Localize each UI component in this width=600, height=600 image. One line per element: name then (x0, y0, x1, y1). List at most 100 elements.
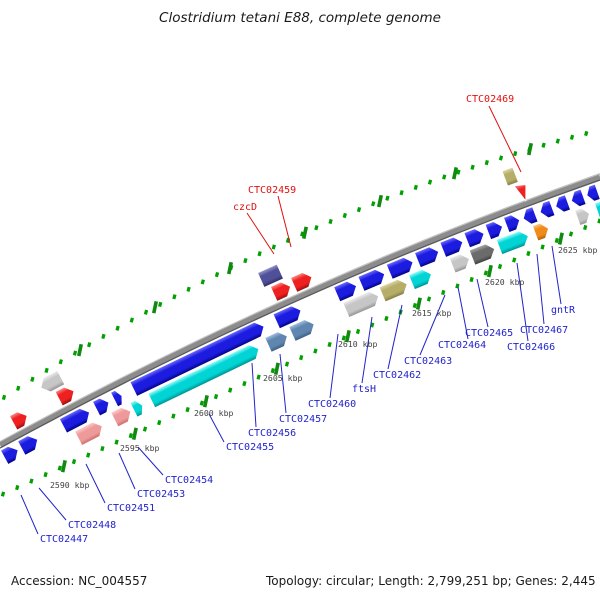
ruler-major-tick (344, 329, 351, 343)
gene-arrow[interactable] (37, 369, 66, 395)
ruler-dot (442, 174, 447, 180)
gene-CTC02454[interactable] (129, 398, 146, 418)
gene-label-CTC02456[interactable]: CTC02456 (248, 428, 296, 439)
ruler-dot (399, 190, 404, 196)
gene-arrow[interactable] (357, 267, 388, 292)
gene-label-CTC02465[interactable]: CTC02465 (465, 328, 513, 339)
gene-arrow[interactable] (520, 206, 539, 226)
gene-arrow[interactable] (413, 244, 442, 269)
gene-arrow[interactable] (439, 235, 466, 258)
ruler-dot (157, 419, 162, 426)
gene-arrow[interactable] (17, 432, 42, 456)
ruler-dot (129, 317, 134, 323)
gene-label-CTC02447[interactable]: CTC02447 (40, 534, 88, 545)
gene-label-CTC02466[interactable]: CTC02466 (507, 342, 555, 353)
gene-CTC02456[interactable] (264, 329, 291, 353)
gene-CTC02464[interactable] (468, 241, 497, 266)
leader-line (361, 316, 373, 384)
ruler-dot (242, 380, 247, 387)
gene-arrow[interactable] (272, 303, 304, 330)
gene-arrow[interactable] (333, 279, 360, 303)
gene-label-CTC02459[interactable]: CTC02459 (248, 185, 296, 196)
gene-label-CTC02462[interactable]: CTC02462 (373, 370, 421, 381)
topology-text: Topology: circular; Length: 2,799,251 bp… (266, 574, 596, 588)
gene-arrow[interactable] (8, 409, 31, 431)
gene-CTC02457[interactable] (288, 317, 318, 342)
ruler-dot (584, 130, 589, 137)
gene-label-CTC02467[interactable]: CTC02467 (520, 325, 568, 336)
gene-arrow[interactable] (584, 183, 600, 203)
gene-arrow[interactable] (92, 395, 113, 417)
ruler-dot (214, 271, 220, 278)
gene-label-CTC02454[interactable]: CTC02454 (165, 475, 213, 486)
gene-label-CTC02453[interactable]: CTC02453 (137, 489, 185, 500)
gene-label-CTC02448[interactable]: CTC02448 (68, 520, 116, 531)
leader-line (246, 212, 275, 255)
gene-ftsH[interactable] (378, 277, 410, 303)
gene-CTC02453[interactable] (110, 404, 135, 428)
gene-label-CTC02455[interactable]: CTC02455 (226, 442, 274, 453)
gene-label-CTC02469[interactable]: CTC02469 (466, 94, 514, 105)
gene-CTC02465[interactable] (495, 229, 531, 256)
gene-label-CTC02460[interactable]: CTC02460 (308, 399, 356, 410)
leader-line (551, 245, 562, 305)
leader-line (329, 333, 339, 399)
gene-arrow[interactable] (503, 213, 523, 234)
gene-gntR[interactable] (594, 198, 600, 219)
gene-CTC02467[interactable] (574, 206, 592, 226)
ruler-dot (171, 413, 176, 419)
leader-line (516, 262, 529, 342)
gene-CTC02463[interactable] (448, 251, 472, 274)
ruler-dot (1, 394, 7, 401)
gene-CTC02469[interactable] (513, 182, 531, 203)
gene-arrow[interactable] (463, 226, 487, 249)
gene-label-CTC02457[interactable]: CTC02457 (279, 414, 327, 425)
ruler-dot (270, 367, 275, 374)
gene-label-CTC02451[interactable]: CTC02451 (107, 503, 155, 514)
gene-CTC02466[interactable] (531, 221, 551, 242)
gene-arrow[interactable] (484, 219, 505, 241)
gene-arrow[interactable] (0, 443, 22, 466)
accession-text: Accession: NC_004557 (11, 574, 148, 588)
gene-czcD[interactable] (257, 263, 285, 288)
gene-label-CTC02464[interactable]: CTC02464 (438, 340, 486, 351)
gene-label-gntR[interactable]: gntR (551, 305, 576, 316)
gene-arrow[interactable] (553, 194, 572, 214)
gene-arrow[interactable] (385, 255, 416, 280)
ruler-dot (43, 471, 48, 478)
leader-line (38, 487, 67, 521)
gene-arrow[interactable] (54, 384, 77, 407)
ruler-dot (0, 491, 6, 497)
position-label: 2625 kbp (558, 245, 598, 255)
genome-axis-shadow (0, 179, 600, 449)
ruler-dot (15, 484, 20, 491)
ruler-dot (541, 142, 546, 148)
gene-CTC02451[interactable] (74, 419, 106, 447)
gene-CTC02455[interactable] (147, 342, 262, 409)
gene-arrow[interactable] (110, 389, 126, 408)
gene-arrow[interactable] (537, 199, 556, 219)
gene-label-ftsH[interactable]: ftsH (352, 384, 376, 395)
gene-label-czcD[interactable]: czcD (233, 202, 257, 213)
gene-arrow[interactable] (129, 319, 267, 397)
ruler-dot (555, 138, 560, 144)
gene-CTC02459[interactable] (290, 270, 316, 293)
leader-line (208, 413, 225, 443)
ruler-dot (44, 367, 49, 374)
gene-CTC02460[interactable] (342, 289, 382, 318)
ruler-dot (342, 212, 347, 219)
gene-arrow[interactable] (269, 279, 293, 302)
gene-arrow[interactable] (58, 405, 93, 434)
ruler-major-tick (60, 459, 67, 473)
gene-CTC02462[interactable] (408, 267, 435, 291)
ruler-dot (58, 359, 63, 365)
gene-arrow[interactable] (569, 188, 587, 208)
gene-label-CTC02463[interactable]: CTC02463 (404, 356, 452, 367)
ruler-dot (299, 354, 304, 361)
ruler-major-tick (76, 343, 84, 357)
ruler-dot (569, 134, 575, 140)
ruler-dot (583, 224, 588, 231)
ruler-dot (228, 387, 233, 393)
gene-arrow[interactable] (501, 166, 519, 187)
